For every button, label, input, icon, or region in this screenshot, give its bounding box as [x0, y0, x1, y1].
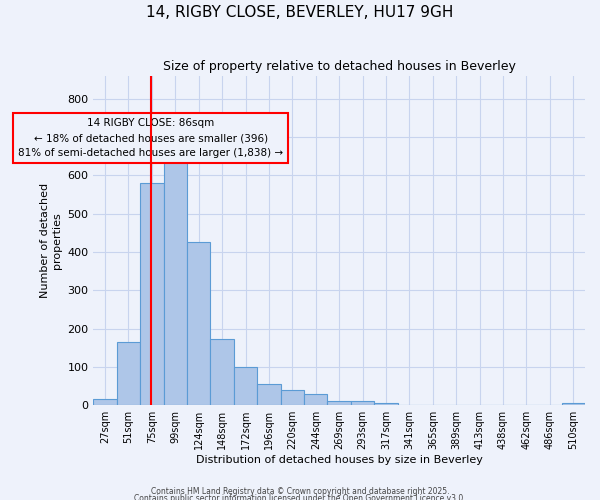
Text: Contains public sector information licensed under the Open Government Licence v3: Contains public sector information licen…	[134, 494, 466, 500]
Bar	[117, 342, 140, 405]
X-axis label: Distribution of detached houses by size in Beverley: Distribution of detached houses by size …	[196, 455, 482, 465]
Text: 14, RIGBY CLOSE, BEVERLEY, HU17 9GH: 14, RIGBY CLOSE, BEVERLEY, HU17 9GH	[146, 5, 454, 20]
Bar	[211, 340, 234, 405]
Bar	[94, 398, 117, 405]
Bar	[328, 400, 351, 405]
Bar	[187, 242, 211, 405]
Bar	[140, 183, 164, 405]
Bar	[281, 390, 304, 405]
Title: Size of property relative to detached houses in Beverley: Size of property relative to detached ho…	[163, 60, 515, 73]
Text: Contains HM Land Registry data © Crown copyright and database right 2025.: Contains HM Land Registry data © Crown c…	[151, 487, 449, 496]
Bar	[304, 394, 328, 405]
Bar	[351, 402, 374, 405]
Y-axis label: Number of detached
properties: Number of detached properties	[40, 183, 62, 298]
Text: 14 RIGBY CLOSE: 86sqm
← 18% of detached houses are smaller (396)
81% of semi-det: 14 RIGBY CLOSE: 86sqm ← 18% of detached …	[18, 118, 283, 158]
Bar	[257, 384, 281, 405]
Bar	[164, 160, 187, 405]
Bar	[374, 402, 398, 405]
Bar	[234, 367, 257, 405]
Bar	[562, 404, 585, 405]
